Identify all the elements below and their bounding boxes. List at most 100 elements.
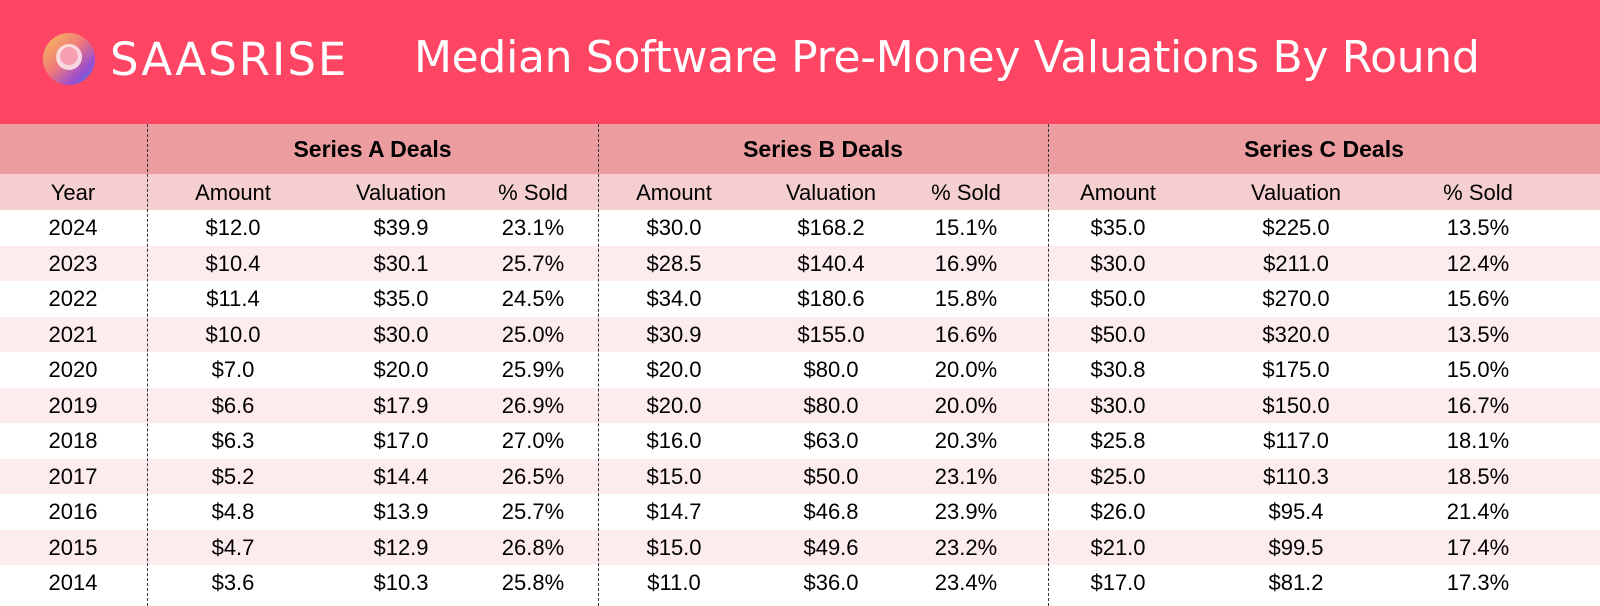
table-row: 2021 $10.0 $30.0 25.0% $30.9 $155.0 16.6% $50.0… bbox=[0, 316, 1600, 352]
table-cell: $270.0 bbox=[1262, 286, 1330, 311]
table-cell: 12.4% bbox=[1446, 250, 1510, 276]
table-row: 2024 $12.0 $39.9 23.1% $30.0 $168.2 15.1% $35.0… bbox=[0, 210, 1600, 246]
table-cell: $80.0 bbox=[803, 392, 859, 418]
table-cell: 26.9% bbox=[501, 392, 565, 418]
table-cell: $10.3 bbox=[373, 570, 429, 595]
table-cell: $17.0 bbox=[373, 428, 429, 453]
table-cell: 20.0% bbox=[934, 357, 998, 382]
year-cell: 2018 bbox=[48, 428, 98, 453]
year-cell: 2017 bbox=[48, 463, 98, 489]
table-cell: $30.9 bbox=[646, 321, 702, 347]
valuations-table: Series A Deals Series B Deals Series C Dea… bbox=[0, 124, 1600, 606]
table-cell: 20.0% bbox=[934, 392, 998, 418]
table-cell: 23.2% bbox=[934, 534, 998, 560]
table-cell: 25.9% bbox=[501, 357, 565, 382]
group-header-row bbox=[0, 124, 1600, 174]
table-cell: $155.0 bbox=[797, 321, 865, 347]
table-cell: $6.6 bbox=[211, 392, 255, 418]
table-cell: $6.3 bbox=[211, 428, 255, 453]
table-cell: $30.0 bbox=[1090, 250, 1146, 276]
table-cell: 26.5% bbox=[501, 463, 565, 489]
table-cell: $140.4 bbox=[797, 250, 865, 276]
table-cell: 21.4% bbox=[1446, 499, 1510, 524]
table-cell: 15.0% bbox=[1446, 357, 1510, 382]
table-cell: $30.1 bbox=[373, 250, 429, 276]
table-cell: $30.8 bbox=[1090, 357, 1146, 382]
page-title: Median Software Pre-Money Valuations By … bbox=[414, 32, 1480, 83]
table-row: 2016 $4.8 $13.9 25.7% $14.7 $46.8 23.9% $26.0 $9… bbox=[0, 494, 1600, 530]
table-row: 2018 $6.3 $17.0 27.0% $16.0 $63.0 20.3% $25.8 $1… bbox=[0, 423, 1600, 459]
table-cell: $20.0 bbox=[646, 392, 702, 418]
table-cell: $17.0 bbox=[1090, 570, 1146, 595]
table-cell: 18.1% bbox=[1446, 428, 1510, 453]
table-cell: 23.1% bbox=[934, 463, 998, 489]
table-cell: $50.0 bbox=[1090, 321, 1146, 347]
brand-logo: SAASRISE bbox=[42, 32, 348, 86]
column-header-5: Valuation bbox=[785, 180, 877, 205]
table-cell: 25.8% bbox=[501, 570, 565, 595]
group-title-1: Series A Deals bbox=[293, 136, 452, 162]
group-title-3: Series C Deals bbox=[1244, 136, 1404, 162]
table-cell: 15.8% bbox=[934, 286, 998, 311]
table-cell: $35.0 bbox=[373, 286, 429, 311]
table-cell: 17.4% bbox=[1446, 534, 1510, 560]
table-cell: $50.0 bbox=[803, 463, 859, 489]
table-row: 2017 $5.2 $14.4 26.5% $15.0 $50.0 23.1% $25.0 $1… bbox=[0, 458, 1600, 494]
column-divider bbox=[147, 124, 148, 606]
table-row: 2022 $11.4 $35.0 24.5% $34.0 $180.6 15.8% $50.0… bbox=[0, 281, 1600, 317]
table-cell: 25.0% bbox=[501, 321, 565, 347]
column-header-9: % Sold bbox=[1443, 180, 1513, 205]
table-cell: $168.2 bbox=[797, 215, 865, 240]
group-title-2: Series B Deals bbox=[743, 136, 903, 162]
table-cell: $12.9 bbox=[373, 534, 429, 560]
year-cell: 2021 bbox=[48, 321, 98, 347]
table-cell: $15.0 bbox=[646, 534, 702, 560]
table-cell: $20.0 bbox=[646, 357, 702, 382]
year-cell: 2024 bbox=[48, 215, 98, 240]
table-row: 2023 $10.4 $30.1 25.7% $28.5 $140.4 16.9% $30.0… bbox=[0, 245, 1600, 281]
table-cell: $63.0 bbox=[803, 428, 859, 453]
table-cell: 24.5% bbox=[501, 286, 565, 311]
column-header-0: Year bbox=[50, 180, 96, 205]
year-cell: 2014 bbox=[48, 570, 98, 595]
table-cell: $10.0 bbox=[205, 321, 261, 347]
table-cell: 17.3% bbox=[1446, 570, 1510, 595]
column-header-3: % Sold bbox=[498, 180, 568, 205]
column-divider bbox=[598, 124, 599, 606]
column-header-4: Amount bbox=[636, 180, 712, 205]
table-cell: $13.9 bbox=[373, 499, 429, 524]
table-cell: $11.4 bbox=[206, 286, 260, 311]
table-cell: $117.0 bbox=[1263, 428, 1329, 453]
table-cell: 27.0% bbox=[501, 428, 565, 453]
column-header-row bbox=[0, 174, 1600, 210]
table-row: 2014 $3.6 $10.3 25.8% $11.0 $36.0 23.4% $17.0 $8… bbox=[0, 565, 1600, 601]
year-cell: 2019 bbox=[48, 392, 98, 418]
table-cell: $30.0 bbox=[373, 321, 429, 347]
table-cell: 13.5% bbox=[1446, 321, 1510, 347]
table-cell: 23.1% bbox=[501, 215, 565, 240]
table-cell: $4.8 bbox=[211, 499, 255, 524]
column-divider bbox=[1048, 124, 1049, 606]
table-cell: 13.5% bbox=[1446, 215, 1510, 240]
table-cell: $46.8 bbox=[803, 499, 859, 524]
table-cell: 26.8% bbox=[501, 534, 565, 560]
table-cell: 15.6% bbox=[1446, 286, 1510, 311]
table-cell: $30.0 bbox=[646, 215, 702, 240]
column-header-6: % Sold bbox=[931, 180, 1001, 205]
column-header-8: Valuation bbox=[1250, 180, 1342, 205]
table-row: 2019 $6.6 $17.9 26.9% $20.0 $80.0 20.0% $30.0 $1… bbox=[0, 387, 1600, 423]
saasrise-logo-icon bbox=[43, 33, 95, 85]
table-cell: 20.3% bbox=[934, 428, 998, 453]
year-cell: 2022 bbox=[48, 286, 98, 311]
table-cell: 23.4% bbox=[934, 570, 998, 595]
year-cell: 2016 bbox=[48, 499, 98, 524]
year-cell: 2015 bbox=[48, 534, 98, 560]
table-cell: $99.5 bbox=[1268, 534, 1324, 560]
table-cell: $20.0 bbox=[373, 357, 429, 382]
table-cell: $80.0 bbox=[803, 357, 859, 382]
table-cell: $15.0 bbox=[646, 463, 702, 489]
table-cell: $225.0 bbox=[1262, 215, 1330, 240]
table-cell: $39.9 bbox=[373, 215, 429, 240]
column-header-1: Amount bbox=[195, 180, 271, 205]
table-cell: $10.4 bbox=[205, 250, 261, 276]
